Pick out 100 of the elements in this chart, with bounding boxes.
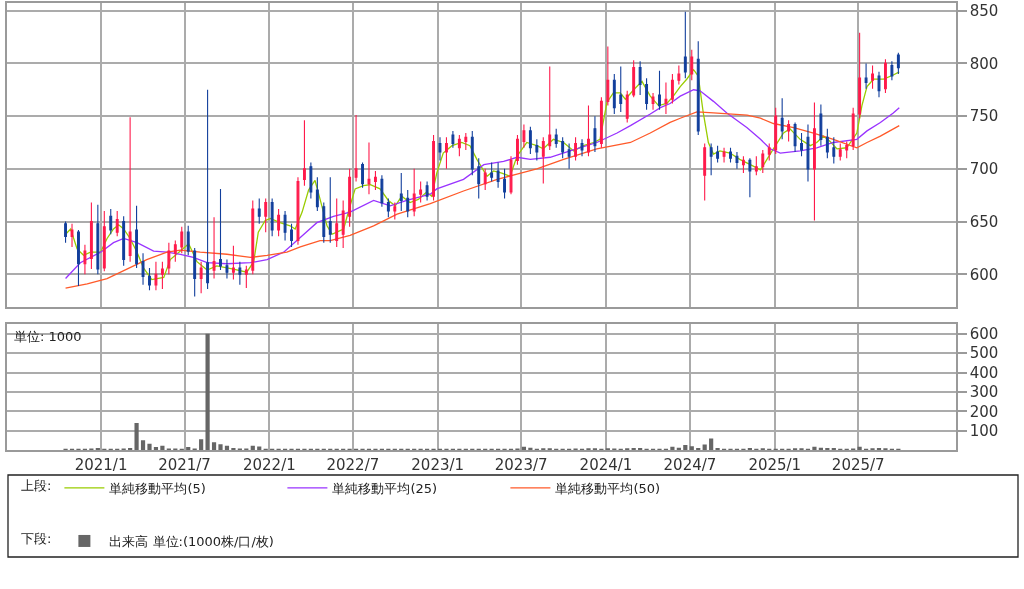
candlestick: [651, 92, 655, 111]
candlestick: [819, 103, 823, 147]
candlestick: [896, 52, 900, 75]
candlestick: [393, 202, 397, 221]
candlestick: [709, 143, 713, 176]
candlestick: [212, 216, 216, 280]
candlestick: [406, 189, 410, 218]
x-tick-label: 2022/1: [242, 455, 296, 474]
candlestick: [812, 101, 816, 222]
candlestick: [864, 62, 868, 90]
candlestick: [154, 261, 158, 291]
candlestick: [399, 172, 403, 212]
candlestick: [716, 145, 720, 164]
candlestick: [386, 197, 390, 218]
candlestick: [722, 147, 726, 164]
candlestick: [373, 170, 377, 191]
candlestick: [77, 229, 80, 287]
candlestick: [141, 252, 145, 286]
candlestick: [800, 132, 803, 157]
candlestick: [503, 168, 507, 199]
candlestick: [748, 157, 752, 198]
candlestick: [251, 199, 255, 275]
candlestick: [574, 136, 578, 161]
candlestick: [806, 124, 810, 183]
legend-label: 単純移動平均(50): [555, 481, 661, 497]
candlestick: [754, 155, 758, 176]
candlestick: [309, 161, 313, 199]
candlestick: [490, 161, 494, 183]
candlestick: [257, 197, 261, 225]
x-tick-label: 2021/7: [158, 455, 211, 474]
candlestick: [780, 97, 784, 140]
candlestick: [380, 174, 384, 208]
candlestick: [528, 126, 532, 155]
candlestick: [664, 81, 668, 115]
candlestick: [135, 205, 139, 269]
annotation: 単位: 1000: [14, 329, 82, 344]
candlestick: [729, 147, 732, 164]
candlestick: [793, 121, 797, 153]
x-tick-label: 2022/7: [326, 455, 380, 474]
candlestick: [419, 180, 423, 204]
candlestick: [483, 168, 487, 191]
candlestick: [206, 89, 210, 290]
candlestick: [696, 40, 700, 136]
candlestick: [683, 11, 687, 79]
candlestick: [638, 60, 642, 96]
candlestick: [587, 105, 590, 157]
x-tick-label: 2021/1: [74, 455, 128, 474]
candlestick: [703, 143, 707, 202]
y-tick-label: 850: [969, 1, 999, 20]
candlestick: [348, 168, 352, 228]
candlestick: [606, 45, 610, 107]
candlestick: [238, 261, 242, 286]
candlestick: [871, 64, 874, 90]
line-series: [64, 111, 900, 289]
legend-label: 単純移動平均(5): [109, 481, 206, 497]
candlestick: [832, 136, 836, 165]
legend-label: 単純移動平均(25): [332, 481, 438, 497]
candlestick: [735, 151, 739, 170]
candlestick: [432, 134, 435, 202]
y-tick-label: 600: [969, 265, 999, 284]
y-tick-label: 500: [969, 344, 999, 363]
candlestick: [658, 70, 661, 111]
candlestick: [567, 143, 571, 170]
candlestick: [787, 119, 791, 142]
candlestick: [264, 197, 268, 233]
candlestick: [464, 132, 468, 151]
candlestick: [219, 188, 222, 271]
candlestick: [180, 226, 184, 254]
candlestick: [270, 197, 274, 237]
candlestick: [109, 208, 113, 235]
y-tick-label: 100: [969, 421, 999, 440]
x-tick-label: 2024/7: [663, 455, 717, 474]
x-tick-label: 2025/1: [748, 455, 802, 474]
candlestick: [890, 60, 894, 81]
candlestick: [277, 208, 281, 237]
candlestick: [477, 157, 481, 199]
candlestick: [186, 225, 190, 256]
legend-label: 出来高 単位:(1000株/口/枚): [109, 534, 274, 550]
candlestick: [70, 223, 74, 248]
y-tick-label: 200: [969, 402, 999, 421]
candlestick: [851, 107, 855, 151]
candlestick: [167, 242, 171, 275]
legend-title: 下段:: [21, 530, 52, 546]
candlestick: [690, 49, 694, 81]
candlestick: [677, 64, 681, 86]
candlestick: [883, 58, 887, 94]
candlestick: [877, 71, 881, 98]
candlestick: [425, 180, 429, 202]
candlestick: [412, 168, 416, 217]
candlestick: [457, 134, 461, 157]
candlestick: [244, 265, 248, 289]
candlestick: [535, 138, 539, 161]
candlestick: [302, 119, 306, 187]
candlestick: [354, 114, 358, 183]
candlestick: [361, 161, 364, 189]
candlestick: [283, 210, 287, 242]
candlestick: [619, 66, 623, 113]
x-tick-label: 2025/7: [831, 455, 885, 474]
candlestick: [554, 128, 558, 149]
candlestick: [645, 77, 649, 111]
